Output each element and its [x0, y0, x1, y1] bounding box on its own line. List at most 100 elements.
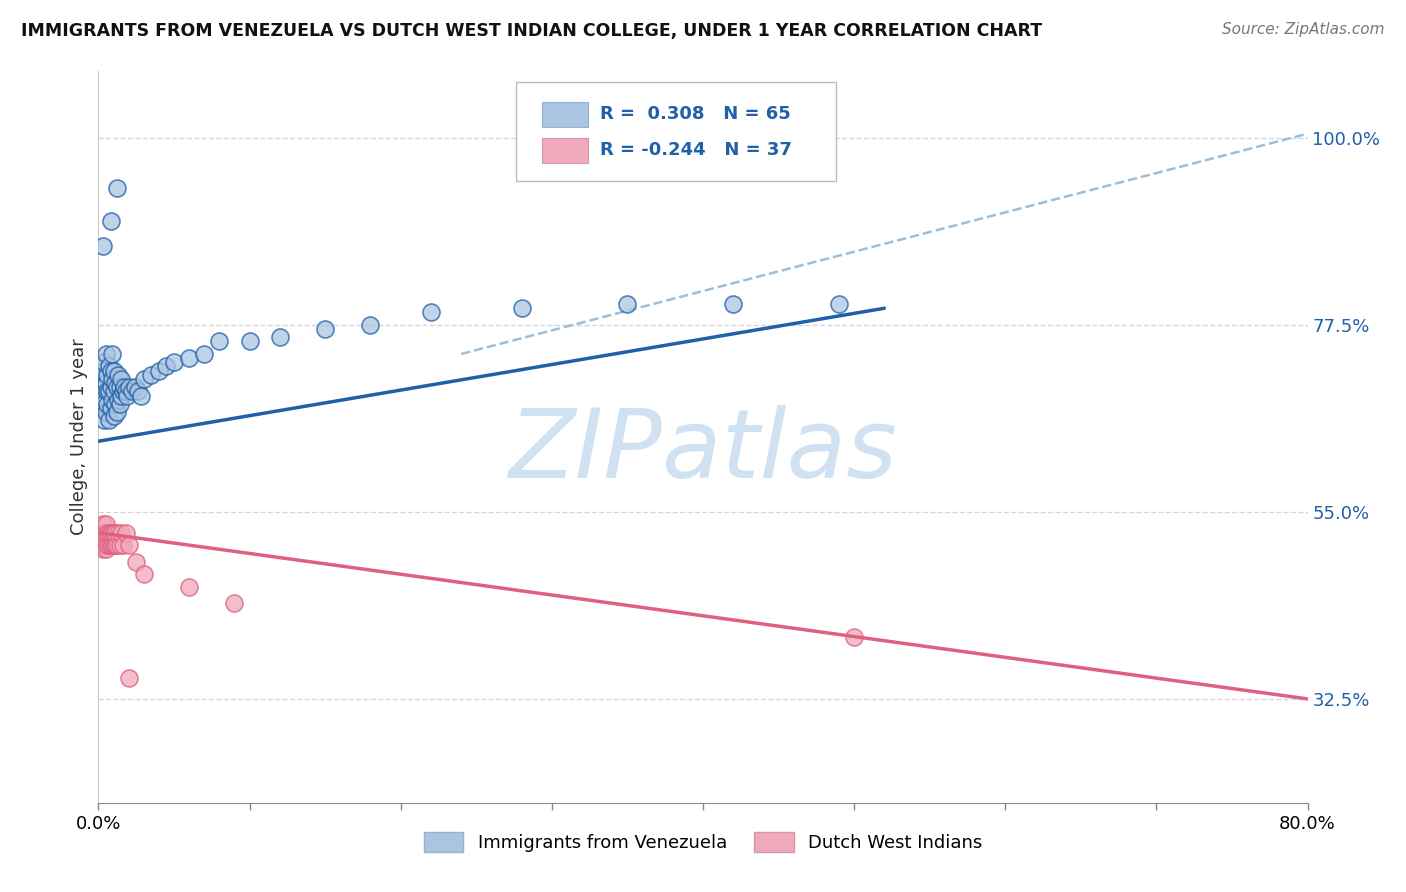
Point — [111, 384, 134, 399]
Point — [90, 372, 112, 386]
Point — [100, 380, 122, 394]
Point — [118, 671, 141, 685]
Point — [118, 538, 141, 552]
Point — [107, 525, 129, 540]
Point — [844, 630, 866, 644]
Point — [90, 388, 112, 402]
Point — [93, 413, 115, 427]
Point — [127, 384, 149, 399]
Point — [89, 392, 111, 407]
Point — [100, 363, 122, 377]
Point — [148, 363, 170, 377]
FancyBboxPatch shape — [543, 102, 588, 127]
Point — [90, 525, 112, 540]
Point — [125, 555, 148, 569]
Point — [115, 388, 138, 402]
Point — [96, 384, 118, 399]
Point — [179, 580, 201, 594]
Point — [91, 397, 114, 411]
Text: R =  0.308   N = 65: R = 0.308 N = 65 — [600, 104, 792, 123]
Point — [155, 359, 177, 374]
Point — [132, 567, 155, 582]
Legend: Immigrants from Venezuela, Dutch West Indians: Immigrants from Venezuela, Dutch West In… — [416, 824, 990, 860]
Point — [91, 530, 114, 544]
Point — [103, 363, 125, 377]
Point — [104, 376, 127, 390]
FancyBboxPatch shape — [543, 138, 588, 163]
Point — [90, 538, 112, 552]
Point — [193, 347, 215, 361]
Point — [93, 380, 115, 394]
Point — [510, 301, 533, 316]
Point — [163, 355, 186, 369]
Point — [98, 538, 121, 552]
Point — [94, 405, 117, 419]
Point — [104, 397, 127, 411]
Point — [107, 368, 129, 382]
Point — [98, 359, 121, 374]
Point — [94, 376, 117, 390]
Point — [91, 517, 114, 532]
Point — [224, 596, 246, 610]
Point — [103, 409, 125, 424]
Point — [723, 297, 745, 311]
Point — [110, 388, 132, 402]
Point — [101, 392, 124, 407]
Point — [108, 380, 131, 394]
Point — [98, 413, 121, 427]
Point — [100, 538, 122, 552]
Point — [141, 368, 163, 382]
Point — [96, 368, 118, 382]
Point — [89, 530, 111, 544]
Point — [91, 363, 114, 377]
Point — [314, 322, 336, 336]
Point — [208, 334, 231, 349]
Point — [100, 401, 122, 415]
Point — [108, 397, 131, 411]
Point — [420, 305, 443, 319]
Point — [114, 384, 136, 399]
Point — [93, 355, 115, 369]
Point — [105, 405, 128, 419]
Point — [121, 384, 143, 399]
Point — [132, 372, 155, 386]
Point — [98, 384, 121, 399]
Point — [100, 214, 122, 228]
Point — [101, 538, 124, 552]
Point — [105, 538, 128, 552]
Point — [94, 347, 117, 361]
Point — [107, 392, 129, 407]
Point — [93, 538, 115, 552]
Point — [124, 380, 146, 394]
Point — [100, 525, 122, 540]
Point — [110, 525, 132, 540]
Point — [114, 525, 136, 540]
Point — [108, 538, 131, 552]
Text: IMMIGRANTS FROM VENEZUELA VS DUTCH WEST INDIAN COLLEGE, UNDER 1 YEAR CORRELATION: IMMIGRANTS FROM VENEZUELA VS DUTCH WEST … — [21, 22, 1042, 40]
Point — [269, 330, 291, 344]
Point — [103, 525, 125, 540]
Point — [110, 372, 132, 386]
Point — [96, 525, 118, 540]
Point — [112, 380, 135, 394]
Point — [105, 180, 128, 194]
Point — [105, 380, 128, 394]
Point — [96, 538, 118, 552]
Point — [101, 347, 124, 361]
Point — [239, 334, 262, 349]
Text: ZIPatlas: ZIPatlas — [509, 405, 897, 499]
Point — [118, 380, 141, 394]
Text: Source: ZipAtlas.com: Source: ZipAtlas.com — [1222, 22, 1385, 37]
Point — [94, 530, 117, 544]
Point — [93, 525, 115, 540]
FancyBboxPatch shape — [516, 82, 837, 181]
Point — [89, 521, 111, 535]
Point — [98, 525, 121, 540]
Point — [104, 538, 127, 552]
Point — [129, 388, 152, 402]
Point — [103, 384, 125, 399]
Point — [828, 297, 851, 311]
Y-axis label: College, Under 1 year: College, Under 1 year — [70, 339, 89, 535]
Point — [91, 542, 114, 557]
Text: R = -0.244   N = 37: R = -0.244 N = 37 — [600, 141, 792, 159]
